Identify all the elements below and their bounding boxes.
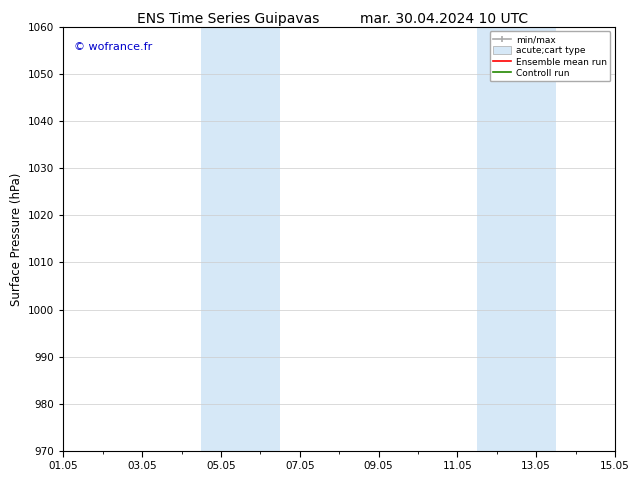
Bar — [202, 27, 280, 451]
Bar — [477, 27, 556, 451]
Text: mar. 30.04.2024 10 UTC: mar. 30.04.2024 10 UTC — [359, 12, 528, 26]
Text: ENS Time Series Guipavas: ENS Time Series Guipavas — [137, 12, 320, 26]
Text: © wofrance.fr: © wofrance.fr — [74, 42, 153, 52]
Legend: min/max, acute;cart type, Ensemble mean run, Controll run: min/max, acute;cart type, Ensemble mean … — [489, 31, 611, 81]
Y-axis label: Surface Pressure (hPa): Surface Pressure (hPa) — [10, 172, 23, 306]
